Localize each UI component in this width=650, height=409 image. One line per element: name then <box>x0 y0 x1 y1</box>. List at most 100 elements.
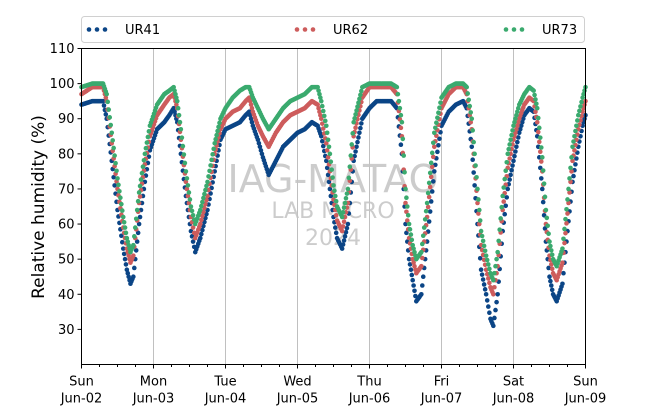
data-point <box>469 116 475 122</box>
data-point <box>428 199 434 204</box>
data-point <box>321 113 327 119</box>
data-point <box>494 256 499 262</box>
data-point <box>118 195 123 201</box>
data-point <box>341 205 347 210</box>
data-point <box>476 197 481 202</box>
data-point <box>333 225 338 230</box>
data-point <box>144 140 150 145</box>
data-point <box>479 272 485 277</box>
data-point <box>404 195 409 201</box>
data-point <box>139 170 145 176</box>
x-tick-label-day: Fri <box>434 375 450 390</box>
data-point <box>320 108 326 114</box>
data-point <box>408 267 414 273</box>
series-ur41 <box>79 98 588 329</box>
data-point <box>143 145 149 151</box>
data-point <box>437 105 442 110</box>
data-point <box>420 283 425 288</box>
data-point <box>503 168 509 173</box>
data-point <box>472 151 477 157</box>
legend-marker <box>102 27 108 32</box>
legend-marker <box>503 27 509 32</box>
data-point <box>205 179 210 185</box>
data-point <box>581 91 586 97</box>
data-point <box>353 149 358 154</box>
data-point <box>324 123 329 129</box>
y-tick-label: 40 <box>58 288 75 303</box>
data-point <box>136 221 142 227</box>
data-point <box>514 112 519 118</box>
data-point <box>500 193 506 199</box>
data-point <box>513 149 518 154</box>
data-point <box>567 190 572 195</box>
y-tick-label: 100 <box>50 77 75 92</box>
data-point <box>171 105 176 111</box>
data-point <box>330 175 335 180</box>
data-point <box>328 159 334 165</box>
data-point <box>514 126 519 132</box>
data-point <box>394 84 400 90</box>
data-point <box>572 133 577 139</box>
data-point <box>577 108 582 114</box>
data-point <box>320 143 326 149</box>
data-point <box>438 100 443 105</box>
data-point <box>468 119 474 125</box>
data-point <box>487 266 492 272</box>
data-point <box>420 255 425 261</box>
data-point <box>471 170 476 175</box>
data-point <box>132 225 138 230</box>
data-point <box>327 186 333 192</box>
data-point <box>134 207 140 213</box>
data-point <box>177 119 183 125</box>
data-point <box>318 98 324 104</box>
data-point <box>339 246 345 251</box>
data-point <box>173 91 178 97</box>
data-point <box>576 112 581 118</box>
data-point <box>135 198 141 204</box>
x-tick-label-day: Mon <box>140 375 167 390</box>
data-point <box>395 91 401 97</box>
data-point <box>199 203 204 209</box>
data-point <box>199 217 204 223</box>
legend-label: UR62 <box>333 23 368 38</box>
data-point <box>333 193 338 199</box>
data-point <box>560 281 565 287</box>
data-point <box>354 108 359 113</box>
data-point <box>502 211 508 217</box>
data-point <box>510 163 515 168</box>
data-point <box>436 143 441 148</box>
legend-box <box>81 16 585 43</box>
legend-item-ur41: UR41 <box>86 23 160 38</box>
legend-marker <box>519 27 525 32</box>
data-point <box>487 310 492 316</box>
data-point <box>492 270 497 276</box>
data-point <box>434 120 439 126</box>
data-point <box>501 199 507 204</box>
watermark-line-3: 2024 <box>305 226 361 251</box>
data-point <box>549 252 555 258</box>
data-point <box>350 131 356 136</box>
data-point <box>420 241 425 247</box>
data-point <box>112 183 117 188</box>
data-point <box>429 189 435 194</box>
x-tick-label-date: Jun-08 <box>492 392 535 407</box>
data-point <box>399 119 405 125</box>
data-point <box>580 95 585 100</box>
data-point <box>324 165 330 171</box>
y-tick-label: 90 <box>58 112 75 127</box>
data-point <box>342 200 348 206</box>
data-point <box>190 239 196 244</box>
data-point <box>484 298 490 303</box>
data-point <box>121 220 127 225</box>
data-point <box>420 274 426 280</box>
data-point <box>564 207 569 212</box>
data-point <box>562 240 567 246</box>
x-tick-label-date: Jun-07 <box>420 392 463 407</box>
data-point <box>481 243 487 249</box>
data-point <box>122 225 128 230</box>
data-point <box>422 217 428 222</box>
y-tick-label: 30 <box>58 323 75 338</box>
data-point <box>427 170 433 176</box>
data-point <box>324 141 329 146</box>
